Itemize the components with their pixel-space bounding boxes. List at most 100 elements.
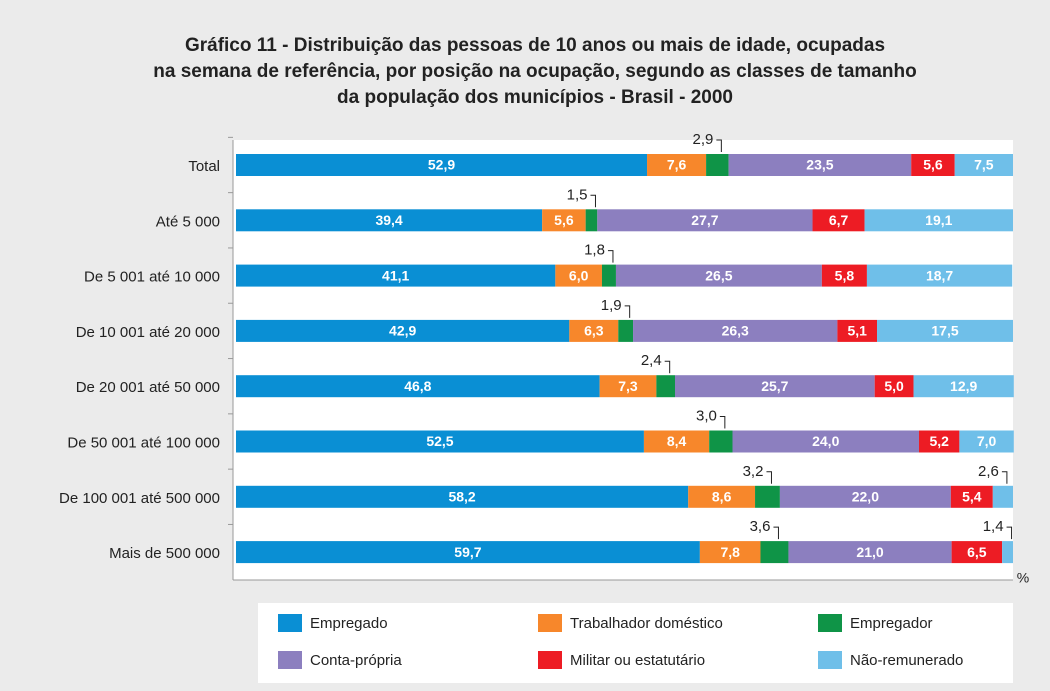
- bar-segment: [542, 209, 586, 232]
- value-label: 3,0: [696, 407, 717, 424]
- legend-swatch: [278, 614, 302, 632]
- value-label: 5,6: [923, 157, 943, 173]
- legend-swatch: [818, 651, 842, 669]
- legend-label: Trabalhador doméstico: [570, 615, 723, 632]
- bar-segment: [615, 264, 822, 287]
- bar-segment: [877, 319, 1013, 342]
- legend-swatch: [818, 614, 842, 632]
- value-label: 26,5: [705, 267, 732, 283]
- bar-segment: [918, 430, 960, 453]
- legend-label: Não-remunerado: [850, 652, 963, 669]
- bar-segment: [643, 430, 710, 453]
- y-tick-label: De 100 001 até 500 000: [59, 490, 220, 507]
- chart-title: da população dos municípios - Brasil - 2…: [337, 87, 733, 108]
- bar-segment: [913, 375, 1014, 398]
- value-label: 6,5: [967, 544, 987, 560]
- value-label: 3,2: [743, 463, 764, 480]
- bar-segment: [675, 375, 875, 398]
- leader-line: [624, 305, 631, 318]
- value-label: 3,6: [750, 518, 771, 535]
- bar-segment: [688, 485, 756, 508]
- y-tick-label: Total: [188, 158, 220, 175]
- y-tick-label: De 10 001 até 20 000: [76, 324, 220, 341]
- value-label: 5,0: [884, 378, 904, 394]
- bar-segment: [821, 264, 867, 287]
- y-tick-label: Mais de 500 000: [109, 545, 220, 562]
- bar-segment: [236, 209, 543, 232]
- leader-line: [766, 471, 772, 484]
- value-label: 1,5: [567, 186, 588, 203]
- bar-segment: [656, 375, 676, 398]
- bar-segment: [706, 154, 729, 176]
- value-label: 12,9: [950, 378, 977, 394]
- value-label: 22,0: [852, 489, 879, 505]
- value-label: 6,0: [569, 267, 589, 283]
- bar-segment: [911, 154, 955, 176]
- bar-segment: [950, 485, 993, 508]
- value-label: 23,5: [806, 157, 833, 173]
- legend-swatch: [538, 651, 562, 669]
- value-label: 5,1: [847, 323, 867, 339]
- value-label: 7,3: [618, 378, 638, 394]
- leader-line: [590, 194, 596, 208]
- value-label: 7,0: [977, 433, 997, 449]
- value-label: 19,1: [925, 212, 952, 228]
- value-label: 1,9: [601, 297, 622, 314]
- bar-segment: [874, 375, 914, 398]
- bar-segment: [618, 319, 634, 342]
- value-label: 24,0: [812, 433, 839, 449]
- value-label: 5,4: [962, 489, 982, 505]
- bar-segment: [597, 209, 813, 232]
- legend-label: Conta-própria: [310, 652, 402, 669]
- legend-label: Empregado: [310, 615, 388, 632]
- value-label: 8,6: [712, 489, 732, 505]
- value-label: 5,2: [929, 433, 949, 449]
- legend-swatch: [278, 651, 302, 669]
- value-label: 2,4: [641, 352, 662, 369]
- value-label: 46,8: [404, 378, 431, 394]
- bar-segment: [837, 319, 878, 342]
- bar-segment: [709, 430, 733, 453]
- chart-title: Gráfico 11 - Distribuição das pessoas de…: [185, 35, 885, 56]
- leader-line: [716, 139, 722, 152]
- value-label: 25,7: [761, 378, 788, 394]
- bar-segment: [236, 485, 689, 508]
- bar-segment: [954, 154, 1013, 176]
- bar-segment: [647, 154, 707, 176]
- value-label: 52,5: [426, 433, 453, 449]
- legend-label: Empregador: [850, 615, 933, 632]
- value-label: 5,6: [554, 212, 574, 228]
- bar-segment: [599, 375, 657, 398]
- leader-line: [719, 416, 726, 429]
- y-tick-label: De 5 001 até 10 000: [84, 269, 220, 286]
- x-axis-label: %: [1017, 570, 1029, 586]
- value-label: 21,0: [856, 544, 883, 560]
- value-label: 58,2: [448, 489, 475, 505]
- value-label: 7,8: [720, 544, 740, 560]
- value-label: 7,6: [667, 157, 687, 173]
- value-label: 26,3: [722, 323, 749, 339]
- bar-segment: [633, 319, 838, 342]
- value-label: 1,8: [584, 242, 605, 259]
- value-label: 5,8: [835, 267, 855, 283]
- bar-segment: [1002, 541, 1013, 564]
- y-tick-label: De 20 001 até 50 000: [76, 379, 220, 396]
- value-label: 17,5: [931, 323, 958, 339]
- plot-area: [233, 140, 1013, 580]
- bar-segment: [959, 430, 1014, 453]
- y-tick-label: De 50 001 até 100 000: [67, 434, 220, 451]
- bar-segment: [699, 541, 761, 564]
- value-label: 42,9: [389, 323, 416, 339]
- bar-segment: [866, 264, 1013, 287]
- value-label: 27,7: [691, 212, 718, 228]
- bar-segment: [569, 319, 619, 342]
- leader-line: [607, 250, 614, 263]
- leader-line: [1001, 471, 1008, 484]
- bar-segment: [951, 541, 1003, 564]
- value-label: 52,9: [428, 157, 455, 173]
- legend-box: [258, 603, 1013, 683]
- bar-segment: [728, 154, 912, 176]
- bar-segment: [779, 485, 951, 508]
- bar-segment: [236, 319, 570, 342]
- bar-segment: [236, 375, 600, 398]
